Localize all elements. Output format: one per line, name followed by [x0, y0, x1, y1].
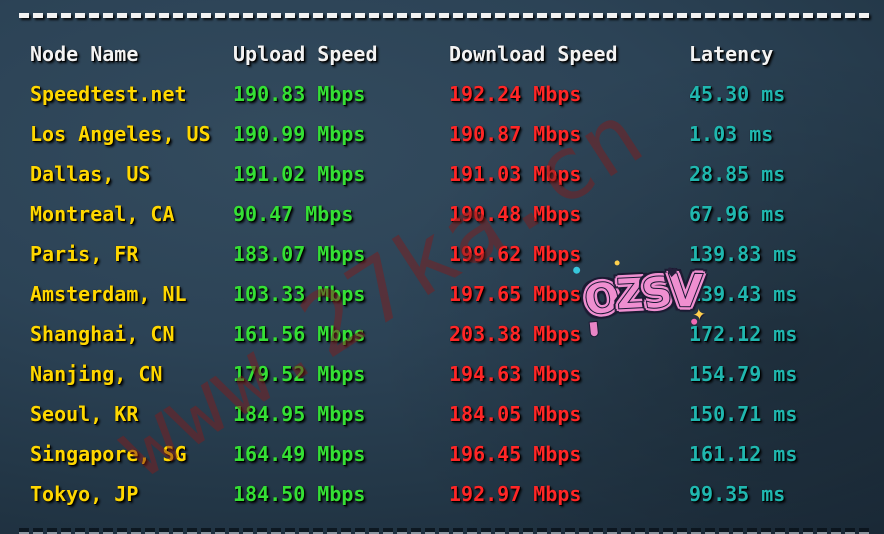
latency-cell: 139.83 ms [689, 242, 798, 266]
upload-speed-cell: 184.95 Mbps [233, 402, 366, 426]
download-speed-cell: 199.62 Mbps [449, 242, 582, 266]
header-node-name: Node Name [30, 42, 139, 66]
table-row: Amsterdam, NL 103.33 Mbps 197.65 Mbps 13… [0, 274, 884, 314]
table-row: Los Angeles, US 190.99 Mbps 190.87 Mbps … [0, 114, 884, 154]
download-speed-cell: 184.05 Mbps [449, 402, 582, 426]
table-header: Node Name Upload Speed Download Speed La… [0, 34, 884, 74]
latency-cell: 28.85 ms [689, 162, 786, 186]
latency-cell: 99.35 ms [689, 482, 786, 506]
node-name-cell: Shanghai, CN [30, 322, 175, 346]
upload-speed-cell: 103.33 Mbps [233, 282, 366, 306]
header-download-speed: Download Speed [449, 42, 618, 66]
dashed-separator-top [19, 13, 870, 18]
upload-speed-cell: 190.99 Mbps [233, 122, 366, 146]
sticker-drip-icon [588, 320, 600, 338]
table-row: Paris, FR 183.07 Mbps 199.62 Mbps 139.83… [0, 234, 884, 274]
download-speed-cell: 190.87 Mbps [449, 122, 582, 146]
node-name-cell: Dallas, US [30, 162, 151, 186]
header-latency: Latency [689, 42, 774, 66]
upload-speed-cell: 183.07 Mbps [233, 242, 366, 266]
download-speed-cell: 192.97 Mbps [449, 482, 582, 506]
download-speed-cell: 192.24 Mbps [449, 82, 582, 106]
node-name-cell: Singapore, SG [30, 442, 187, 466]
table-row: Singapore, SG 164.49 Mbps 196.45 Mbps 16… [0, 434, 884, 474]
table-row: Speedtest.net 190.83 Mbps 192.24 Mbps 45… [0, 74, 884, 114]
download-speed-cell: 194.63 Mbps [449, 362, 582, 386]
latency-cell: 45.30 ms [689, 82, 786, 106]
latency-cell: 150.71 ms [689, 402, 798, 426]
download-speed-cell: 196.45 Mbps [449, 442, 582, 466]
download-speed-cell: 203.38 Mbps [449, 322, 582, 346]
upload-speed-cell: 90.47 Mbps [233, 202, 354, 226]
node-name-cell: Amsterdam, NL [30, 282, 187, 306]
node-name-cell: Paris, FR [30, 242, 139, 266]
node-name-cell: Seoul, KR [30, 402, 139, 426]
dashed-separator-bottom-shadow [19, 528, 870, 532]
graffiti-sticker-ozsv: OZSV ✦ ♥ [572, 260, 703, 338]
table-row: Montreal, CA 90.47 Mbps 190.48 Mbps 67.9… [0, 194, 884, 234]
latency-cell: 67.96 ms [689, 202, 786, 226]
table-row: Nanjing, CN 179.52 Mbps 194.63 Mbps 154.… [0, 354, 884, 394]
latency-cell: 154.79 ms [689, 362, 798, 386]
download-speed-cell: 197.65 Mbps [449, 282, 582, 306]
upload-speed-cell: 164.49 Mbps [233, 442, 366, 466]
upload-speed-cell: 184.50 Mbps [233, 482, 366, 506]
table-row: Seoul, KR 184.95 Mbps 184.05 Mbps 150.71… [0, 394, 884, 434]
node-name-cell: Los Angeles, US [30, 122, 211, 146]
node-name-cell: Speedtest.net [30, 82, 187, 106]
download-speed-cell: 190.48 Mbps [449, 202, 582, 226]
sticker-letters: OZSV [579, 263, 703, 327]
node-name-cell: Tokyo, JP [30, 482, 139, 506]
upload-speed-cell: 191.02 Mbps [233, 162, 366, 186]
latency-cell: 161.12 ms [689, 442, 798, 466]
latency-cell: 139.43 ms [689, 282, 798, 306]
table-row: Tokyo, JP 184.50 Mbps 192.97 Mbps 99.35 … [0, 474, 884, 514]
table-row: Dallas, US 191.02 Mbps 191.03 Mbps 28.85… [0, 154, 884, 194]
upload-speed-cell: 161.56 Mbps [233, 322, 366, 346]
table-row: Shanghai, CN 161.56 Mbps 203.38 Mbps 172… [0, 314, 884, 354]
upload-speed-cell: 179.52 Mbps [233, 362, 366, 386]
latency-cell: 1.03 ms [689, 122, 774, 146]
upload-speed-cell: 190.83 Mbps [233, 82, 366, 106]
download-speed-cell: 191.03 Mbps [449, 162, 582, 186]
dashed-separator-bottom [19, 532, 870, 534]
header-upload-speed: Upload Speed [233, 42, 378, 66]
latency-cell: 172.12 ms [689, 322, 798, 346]
node-name-cell: Montreal, CA [30, 202, 175, 226]
sticker-letter: O [579, 271, 621, 326]
node-name-cell: Nanjing, CN [30, 362, 163, 386]
